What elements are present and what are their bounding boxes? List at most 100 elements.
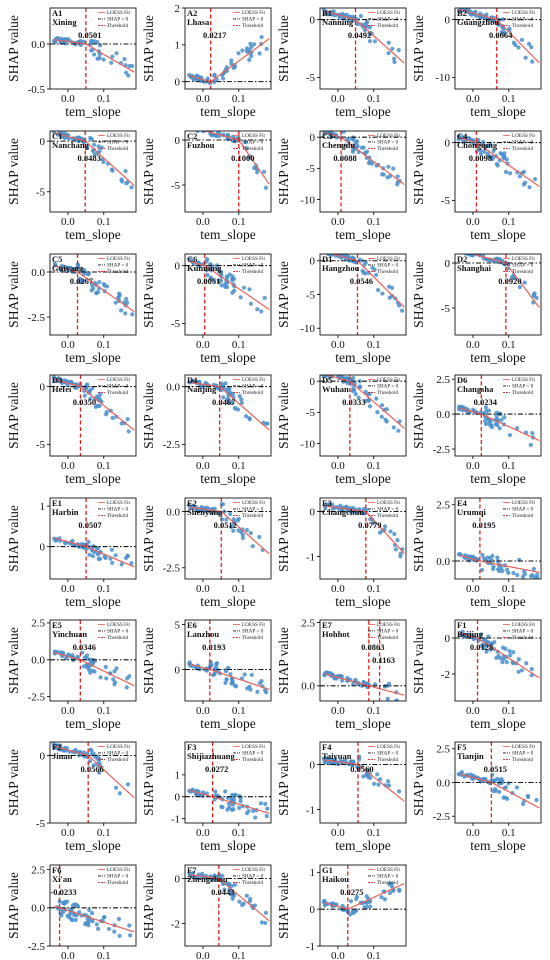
shap-point (495, 163, 500, 168)
shap-point (241, 285, 247, 290)
shap-point (248, 687, 253, 692)
city-name: Changsha (457, 384, 494, 394)
shap-point (205, 76, 210, 81)
x-tick-label: 0.1 (232, 827, 246, 839)
shap-point (321, 8, 326, 12)
shap-point (371, 781, 377, 786)
shap-point (534, 295, 539, 300)
x-axis-label: tem_slope (470, 104, 526, 119)
shap-point (263, 801, 268, 806)
panel-id: E7 (322, 620, 333, 630)
axes-frame (319, 7, 407, 90)
y-tick-label: -10 (435, 72, 450, 84)
y-axis-label: SHAP value (411, 505, 426, 572)
shap-point (232, 683, 238, 688)
panel-id: F3 (187, 742, 196, 752)
y-axis-label: SHAP value (276, 261, 291, 328)
legend-label: SHAP = 0 (242, 140, 264, 146)
y-tick-label: -2.5 (163, 439, 181, 451)
shap-point (505, 796, 510, 801)
shap-point (94, 394, 100, 399)
legend-label: SHAP = 0 (107, 140, 129, 146)
shap-point (114, 666, 119, 671)
shap-point (255, 689, 260, 694)
threshold-label: 0.0128 (470, 642, 493, 652)
shap-point (390, 46, 395, 51)
axes-frame (319, 864, 407, 947)
legend-label: SHAP = 0 (107, 874, 129, 880)
y-tick-label: -0.5 (28, 84, 46, 96)
shap-point (495, 555, 500, 560)
city-name: Shijiazhuang (187, 751, 235, 761)
y-tick-label: 0.0 (31, 655, 45, 667)
panel-id: C2 (187, 131, 197, 141)
shap-point (252, 42, 257, 47)
shap-point (110, 560, 115, 565)
shap-point (387, 295, 392, 300)
y-tick-label: -5 (306, 289, 316, 301)
shap-point (193, 126, 197, 130)
city-name: Kunming (187, 263, 222, 273)
city-name: Beijing (457, 629, 484, 639)
shap-point (81, 39, 86, 44)
legend-label: SHAP = 0 (242, 384, 264, 390)
y-tick-label: 1 (40, 501, 46, 513)
y-tick-label: 0 (310, 376, 316, 388)
plot-area (185, 742, 271, 823)
shap-point (97, 43, 103, 48)
shap-point (516, 657, 521, 662)
shap-point (99, 145, 104, 150)
y-tick-label: 0 (445, 14, 451, 26)
shap-point (55, 35, 61, 41)
shap-point (264, 46, 269, 51)
shap-point (263, 910, 269, 915)
shap-point (186, 123, 190, 127)
y-axis-label: SHAP value (141, 505, 156, 572)
x-tick-label: 0.0 (331, 705, 345, 717)
shap-point (372, 39, 378, 44)
legend-label: LOESS Fit (107, 10, 130, 16)
legend-label: LOESS Fit (512, 377, 535, 383)
threshold-label: 0.0512 (214, 520, 237, 530)
shap-point (486, 153, 491, 158)
shap-point (110, 168, 115, 173)
shap-point (116, 916, 122, 922)
shap-point (229, 796, 234, 801)
shap-point (204, 259, 209, 264)
shap-point (123, 555, 129, 561)
loess-fit-line (330, 254, 405, 308)
plot-area (320, 498, 406, 579)
shap-point (263, 920, 268, 926)
shap-point (73, 902, 79, 907)
x-tick-label: 0.0 (331, 216, 345, 228)
legend-label: Threshold (377, 146, 398, 152)
shap-point (86, 539, 91, 545)
shap-point (515, 572, 520, 578)
shap-point (191, 123, 195, 127)
x-axis-label: tem_slope (470, 716, 526, 731)
shap-point (374, 396, 379, 401)
x-tick-label: 0.0 (331, 339, 345, 351)
panel-id: C6 (187, 254, 197, 264)
axes-frame (49, 130, 137, 213)
shap-point (239, 400, 244, 405)
shap-point (497, 789, 502, 795)
threshold-label: 0.0272 (205, 764, 228, 774)
x-tick-label: 0.0 (61, 339, 75, 351)
axes-frame (184, 497, 272, 580)
shap-point (228, 511, 233, 517)
x-tick-label: 0.0 (466, 93, 480, 105)
shap-point (389, 285, 395, 290)
panel-id: C1 (52, 131, 62, 141)
legend-label: LOESS Fit (377, 133, 400, 139)
shap-point (97, 760, 102, 766)
x-tick-label: 0.1 (502, 827, 516, 839)
y-axis-label: SHAP value (276, 627, 291, 694)
